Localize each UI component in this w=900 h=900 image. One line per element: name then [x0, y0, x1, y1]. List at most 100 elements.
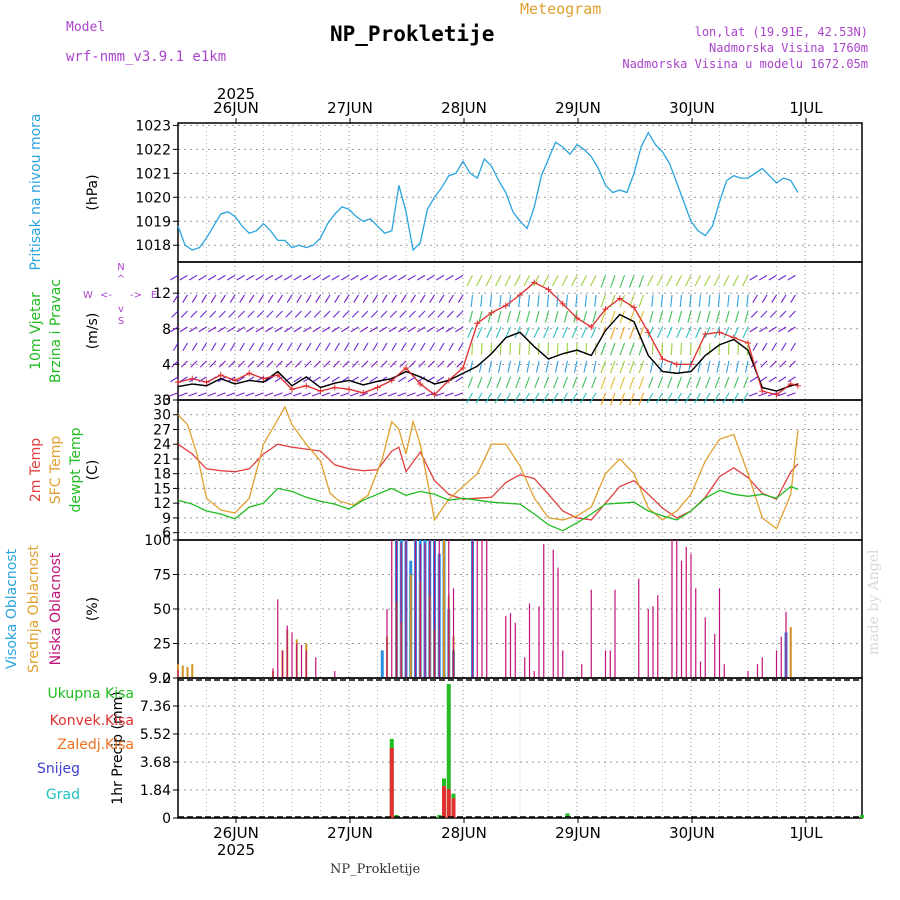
wind-arrow	[744, 360, 749, 373]
wind-arrow	[182, 294, 188, 303]
wind-arrow	[678, 360, 683, 373]
wind-arrow	[778, 326, 787, 333]
bar-2	[652, 606, 654, 678]
wind-arrow	[485, 392, 492, 404]
wind-arrow	[746, 294, 749, 307]
wind-arrow	[629, 342, 635, 356]
wind-arrow	[547, 342, 550, 356]
wind-arrow	[172, 294, 179, 303]
wind-arrow	[562, 326, 569, 339]
wind-arrow	[610, 392, 616, 406]
wind-arrow	[427, 310, 435, 318]
wind-arrow	[322, 326, 331, 333]
wind-arrow	[209, 310, 217, 318]
wind-arrow	[322, 274, 331, 281]
wind-arrow	[360, 326, 369, 333]
wind-arrow	[524, 376, 531, 389]
wind-arrow	[207, 392, 217, 397]
wind-arrow	[532, 392, 540, 404]
wind-arrow	[372, 342, 378, 352]
wind-arrow	[676, 326, 683, 339]
y-tick-label: 0	[162, 393, 171, 409]
date-label-bottom: 26JUN	[213, 824, 259, 842]
wind-arrow	[561, 275, 568, 287]
wind-arrow	[178, 392, 188, 397]
bar-2	[177, 669, 179, 678]
wind-arrow	[679, 294, 683, 307]
date-label-bottom: 28JUN	[441, 824, 487, 842]
wind-arrow	[600, 360, 607, 374]
wind-arrow	[722, 392, 730, 404]
wind-arrow	[446, 310, 454, 318]
wind-arrow	[274, 376, 283, 383]
wind-arrow	[732, 275, 739, 287]
bar-2	[448, 540, 450, 678]
wind-arrow	[727, 342, 730, 356]
date-label-top: 27JUN	[327, 99, 373, 117]
wind-arrow	[716, 360, 721, 373]
wind-arrow	[777, 392, 787, 397]
wind-arrow	[397, 392, 407, 397]
wind-arrow	[767, 392, 777, 397]
wind-arrow	[210, 342, 217, 352]
date-label-bottom: 27JUN	[327, 824, 373, 842]
wind-arrow	[303, 274, 312, 281]
wind-arrow	[342, 310, 350, 318]
wind-arrow	[573, 360, 578, 373]
bar-1	[191, 664, 194, 678]
wind-arrow	[675, 275, 682, 287]
wind-arrow	[417, 376, 426, 383]
bar-1	[409, 574, 412, 678]
wind-arrow	[220, 342, 226, 352]
bar-2	[486, 540, 488, 678]
wind-arrow	[619, 392, 626, 406]
wind-arrow	[667, 376, 673, 389]
y-tick-label: 25	[153, 637, 171, 653]
wind-arrow	[495, 326, 502, 339]
bar-2	[438, 540, 440, 678]
wind-arrow	[237, 310, 245, 318]
wind-arrow	[305, 342, 312, 352]
wind-arrow	[752, 294, 758, 303]
bar-2	[524, 657, 526, 678]
y-tick-label: 5.52	[140, 727, 171, 743]
wind-arrow	[218, 310, 226, 318]
wind-arrow	[436, 326, 445, 333]
y-tick-label: 18	[153, 467, 171, 483]
wind-arrow	[324, 342, 331, 352]
series-line-0	[177, 131, 799, 252]
bar-1	[186, 666, 189, 678]
pressure-axis-label: Pritisak na nivou mora	[28, 113, 44, 270]
wind-arrow	[743, 376, 749, 389]
panel-clouds: 0 25 50 75 100 (%)	[85, 533, 863, 687]
y-tick-label: 4	[162, 357, 171, 373]
y-tick-label: 3.68	[140, 755, 171, 771]
wind-arrow	[454, 392, 464, 397]
bar-2	[785, 611, 787, 678]
bar-2	[695, 588, 697, 678]
wind-arrow	[391, 342, 397, 352]
wind-arrow	[456, 310, 464, 318]
wind-arrow	[342, 360, 350, 368]
wind-arrow	[542, 392, 549, 404]
wind-arrow	[267, 294, 274, 303]
y-tick-label: 12	[153, 286, 171, 302]
bar-2	[400, 542, 402, 678]
wind-arrow	[704, 275, 711, 287]
wind-arrow	[713, 275, 720, 287]
series-line-2	[177, 485, 799, 532]
wind-arrow	[790, 342, 796, 352]
wind-arrow	[488, 360, 493, 373]
wind-arrow	[514, 326, 521, 339]
wind-arrow	[388, 274, 397, 281]
bar-2	[647, 609, 649, 678]
bar-2	[509, 613, 512, 678]
y-tick-label: 33	[153, 393, 171, 409]
wind-arrow	[523, 392, 530, 404]
wind-speed-line	[177, 313, 799, 392]
wind-arrow	[236, 376, 245, 383]
wind-arrow	[353, 342, 359, 352]
wind-arrow	[687, 360, 692, 373]
wind-arrow	[768, 376, 777, 383]
